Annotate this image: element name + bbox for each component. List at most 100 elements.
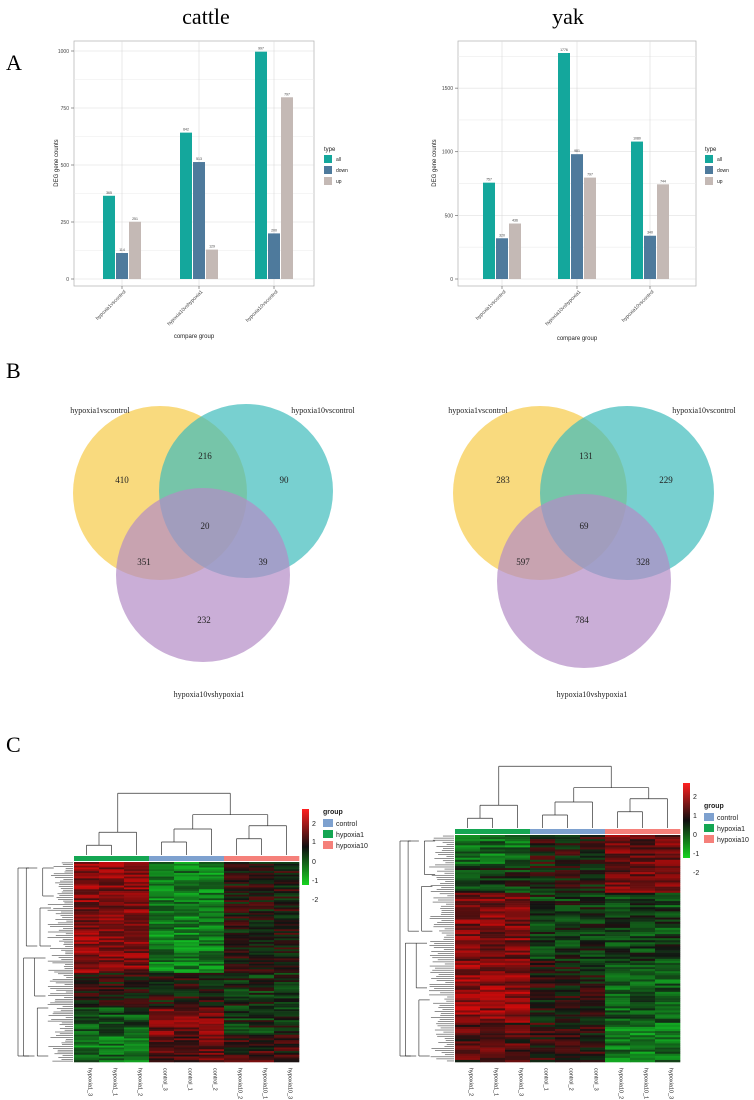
x-tick-label: hypoxia1vscontrol — [95, 289, 128, 322]
heatmap-cell — [555, 894, 581, 898]
heatmap-cell — [505, 931, 531, 935]
color-scale-bar — [302, 809, 309, 885]
heatmap-cell — [630, 909, 656, 912]
heatmap-cell — [555, 979, 581, 982]
legend: type all down up — [324, 147, 348, 185]
heatmap-cell — [124, 976, 150, 979]
heatmap-cell — [174, 872, 200, 876]
heatmap-cell — [74, 943, 100, 946]
heatmap-cell — [74, 896, 100, 899]
heatmap-cell — [480, 1031, 506, 1034]
heatmap-cell — [99, 1045, 125, 1048]
heatmap-cell — [99, 940, 125, 943]
heatmap-cell — [124, 891, 150, 894]
heatmap-cell — [480, 845, 506, 848]
heatmap-cell — [199, 976, 225, 979]
heatmap-cell — [124, 867, 150, 870]
heatmap-cell — [99, 920, 125, 923]
heatmap-cell — [199, 940, 225, 943]
heatmap-cell — [505, 1041, 531, 1044]
heatmap-cell — [124, 983, 150, 986]
heatmap-cell — [655, 967, 681, 970]
heatmap-cell — [655, 882, 681, 885]
heatmap-cell — [274, 862, 300, 865]
heatmap-cell — [249, 1002, 275, 1005]
heatmap-cell — [530, 1018, 556, 1022]
heatmap-cell — [174, 998, 200, 1001]
heatmap-cell — [605, 898, 631, 902]
heatmap-cell — [174, 1045, 200, 1048]
heatmap-cell — [580, 861, 606, 865]
heatmap-cell — [199, 1009, 225, 1012]
heatmap-cell — [199, 862, 225, 865]
heatmap-cell — [480, 855, 506, 858]
heatmap-cell — [480, 863, 506, 867]
heatmap-cell — [199, 903, 225, 906]
heatmap-cell — [455, 868, 481, 871]
heatmap-cell — [274, 1031, 300, 1034]
heatmap-cell — [630, 1026, 656, 1030]
heatmap-cell — [480, 950, 506, 953]
heatmap-cell — [124, 942, 150, 945]
heatmap-cell — [555, 940, 581, 943]
heatmap-cell — [605, 915, 631, 918]
heatmap-cell — [605, 1002, 631, 1005]
heatmap-cell — [99, 907, 125, 910]
heatmap-cell — [124, 923, 150, 926]
heatmap-cell — [555, 993, 581, 997]
heatmap-cell — [174, 923, 200, 926]
heatmap-cell — [530, 857, 556, 861]
heatmap-cell — [455, 979, 481, 982]
heatmap-cell — [655, 940, 681, 943]
heatmap-cell — [455, 1033, 481, 1036]
heatmap-cell — [580, 936, 606, 939]
heatmap-cell — [149, 876, 175, 879]
heatmap-cell — [124, 1047, 150, 1050]
heatmap-cell — [249, 891, 275, 894]
heatmap-cell — [249, 1027, 275, 1030]
heatmap-cell — [149, 922, 175, 925]
heatmap-cell — [630, 892, 656, 896]
legend-key-up — [324, 177, 332, 185]
heatmap-cell — [655, 965, 681, 968]
heatmap-cell — [480, 1028, 506, 1032]
heatmap-cell — [249, 969, 275, 972]
heatmap-cell — [149, 903, 175, 906]
heatmap-cell — [199, 911, 225, 914]
heatmap-cell — [124, 1043, 150, 1046]
heatmap-cell — [580, 1016, 606, 1019]
heatmap-cell — [149, 900, 175, 903]
heatmap-cell — [249, 991, 275, 994]
heatmap-cell — [605, 845, 631, 848]
heatmap-cell — [199, 925, 225, 928]
heatmap-cell — [555, 1035, 581, 1038]
heatmap-cell — [274, 947, 300, 950]
heatmap-cell — [580, 985, 606, 989]
venn-count-c-only: 232 — [197, 615, 211, 625]
heatmap-cell — [480, 913, 506, 916]
venn-count-ac: 597 — [516, 557, 530, 567]
heatmap-cell — [174, 940, 200, 943]
heatmap-cell — [480, 859, 506, 863]
heatmap-cell — [199, 1051, 225, 1054]
heatmap-cell — [124, 911, 150, 914]
heatmap-cell — [99, 1034, 125, 1037]
heatmap-cell — [274, 942, 300, 945]
heatmap-cell — [224, 978, 250, 981]
heatmap-cell — [174, 1031, 200, 1034]
heatmap-cell — [74, 934, 100, 937]
heatmap-cell — [174, 1029, 200, 1032]
heatmap-cell — [480, 1020, 506, 1024]
column-label: hypoxia1_1 — [493, 1068, 499, 1096]
heatmap-cell — [149, 958, 175, 961]
heatmap-cell — [99, 965, 125, 968]
heatmap-cell — [224, 1012, 250, 1016]
heatmap-cell — [99, 863, 125, 866]
heatmap-cell — [249, 980, 275, 983]
y-axis-title: DEG gene counts — [432, 139, 438, 186]
heatmap-cell — [199, 905, 225, 908]
column-label: hypoxia10_3 — [287, 1068, 293, 1099]
heatmap-cell — [74, 1016, 100, 1019]
heatmap-cell — [74, 889, 100, 892]
heatmap-cell — [274, 965, 300, 968]
